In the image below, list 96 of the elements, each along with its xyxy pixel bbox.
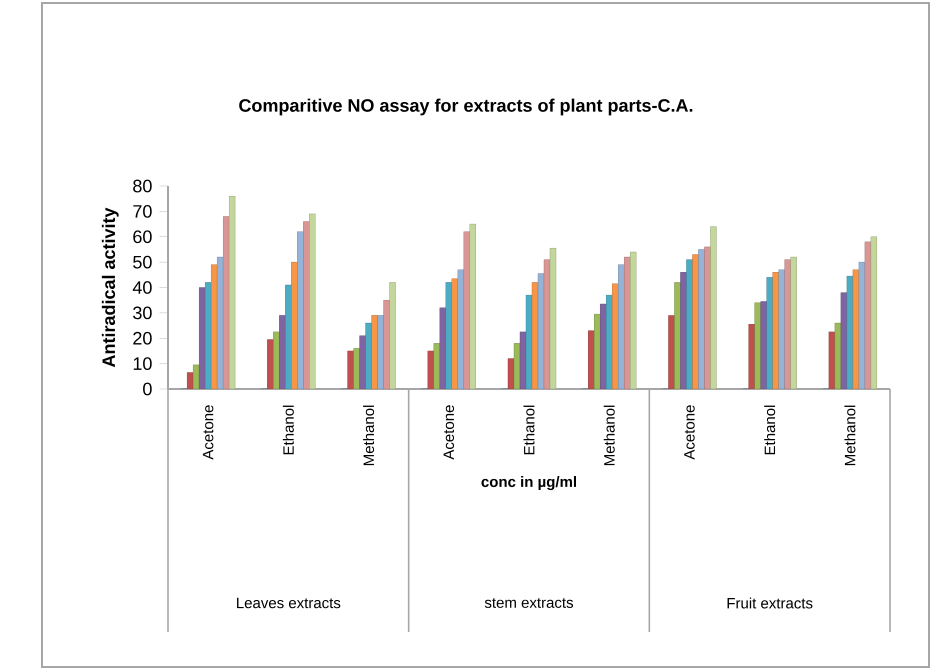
bar — [606, 294, 612, 389]
bar — [279, 315, 286, 389]
bar — [686, 259, 693, 389]
bar — [748, 324, 755, 389]
chart-title: Comparitive NO assay for extracts of plant parts-C.A. — [239, 98, 692, 116]
x-axis-title: conc in µg/ml — [482, 476, 576, 490]
bar — [508, 358, 514, 389]
x-tick-label: Acetone — [202, 405, 214, 460]
bar — [186, 372, 194, 389]
bar — [618, 264, 624, 389]
bar — [514, 343, 520, 389]
bar — [359, 336, 366, 389]
bar — [192, 364, 200, 389]
text: stem extracts — [484, 598, 574, 608]
bar — [446, 282, 452, 389]
bar — [692, 254, 699, 389]
x-tick-label: Methanol — [604, 406, 615, 466]
bar — [840, 292, 848, 389]
bar — [754, 302, 761, 389]
bar — [470, 224, 476, 389]
y-tick-label: 60 — [133, 230, 152, 244]
bar — [772, 272, 779, 389]
bar — [204, 282, 212, 389]
bar — [778, 270, 785, 389]
bar — [588, 330, 594, 389]
bar — [766, 277, 773, 389]
bar — [267, 339, 274, 389]
y-tick-label: 30 — [133, 306, 152, 320]
bar — [674, 282, 681, 389]
bar — [538, 273, 544, 389]
x-tick-label: Acetone — [444, 405, 454, 460]
bar — [698, 249, 705, 389]
bar — [852, 270, 860, 389]
bar — [273, 332, 280, 389]
y-tick-label: 50 — [133, 256, 152, 269]
bar — [624, 256, 630, 389]
bar — [680, 272, 687, 389]
bar — [760, 301, 767, 389]
bar — [452, 278, 458, 389]
bar — [303, 221, 310, 389]
y-tick-label: 0 — [143, 382, 152, 396]
bar — [790, 256, 797, 389]
bar — [210, 264, 218, 389]
bar — [600, 304, 606, 389]
x-tick-label: Ethanol — [282, 406, 294, 454]
bar — [371, 315, 378, 389]
bar — [828, 332, 836, 389]
bar — [228, 196, 236, 389]
bar — [870, 236, 878, 389]
y-axis-title: Antiradical activity — [102, 208, 119, 368]
bar — [858, 262, 866, 389]
y-tick-label: 80 — [133, 180, 152, 192]
bar — [526, 294, 532, 389]
bar — [222, 216, 230, 389]
bar — [216, 256, 224, 389]
x-tick-label: Acetone — [684, 405, 695, 460]
y-tick-label: 10 — [134, 357, 152, 370]
bar — [864, 242, 872, 389]
x-tick-label: Ethanol — [764, 406, 776, 454]
y-tick-label: 70 — [133, 205, 152, 218]
bar — [704, 246, 711, 389]
bar — [630, 252, 636, 389]
text: Fruit extracts — [728, 598, 812, 609]
bar — [365, 322, 372, 389]
bar — [532, 282, 538, 389]
x-tick-label: Methanol — [844, 406, 856, 466]
bar — [668, 315, 675, 389]
bar — [594, 314, 600, 389]
bar — [612, 284, 618, 389]
bar — [520, 332, 526, 389]
bar — [309, 214, 316, 389]
bar — [834, 322, 842, 389]
bar — [784, 259, 791, 389]
x-tick-label: Methanol — [363, 406, 374, 466]
bar — [377, 315, 384, 389]
y-tick-label: 40 — [132, 281, 152, 294]
bar — [428, 350, 434, 389]
bar — [544, 259, 550, 389]
bar — [458, 270, 464, 389]
bar — [464, 231, 470, 389]
y-tick-label: 20 — [133, 332, 152, 345]
bar — [550, 248, 556, 389]
bar — [297, 231, 304, 389]
bar — [389, 282, 396, 389]
bar — [353, 348, 360, 389]
bar — [846, 276, 854, 389]
bar — [198, 287, 206, 389]
bar — [285, 284, 292, 389]
bar — [710, 226, 717, 389]
x-tick-label: Ethanol — [524, 406, 535, 454]
bar — [347, 350, 354, 389]
text: Leaves extracts — [237, 598, 340, 608]
bar — [434, 343, 440, 389]
bar — [440, 308, 446, 389]
bar — [383, 300, 390, 389]
bar — [291, 262, 298, 389]
